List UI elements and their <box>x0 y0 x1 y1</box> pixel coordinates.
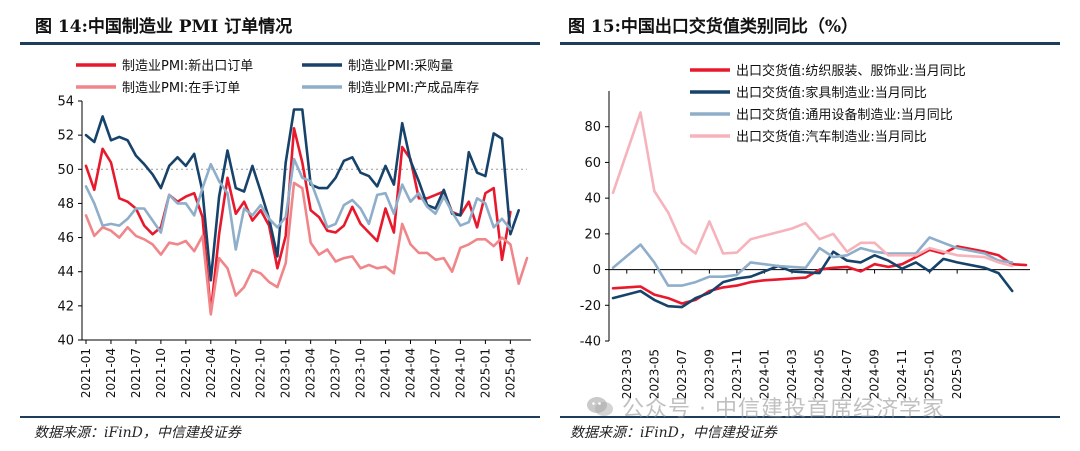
x-tick-label: 2021-07 <box>129 348 143 398</box>
y-tick-label: 46 <box>57 231 74 246</box>
x-tick-label: 2024-10 <box>453 348 467 398</box>
x-tick-label: 2023-03 <box>620 349 634 399</box>
x-tick-label: 2025-01 <box>478 348 492 398</box>
x-tick-label: 2022-04 <box>204 348 218 398</box>
x-tick-label: 2023-10 <box>354 348 368 398</box>
legend-label: 制造业PMI:在手订单 <box>122 81 240 96</box>
series-line-1 <box>84 127 512 314</box>
x-tick-label: 2022-07 <box>229 348 243 398</box>
x-tick-label: 2025-03 <box>950 349 964 399</box>
x-tick-label: 2024-11 <box>895 349 909 399</box>
x-tick-label: 2022-10 <box>254 348 268 398</box>
export-value-panel: 图 15:中国出口交货值类别同比（%） -40 -20 0 20 40 60 80 2023-… <box>560 0 1080 451</box>
x-tick-label: 2023-09 <box>702 349 716 399</box>
x-tick-label: 2024-03 <box>785 349 799 399</box>
y-tick-label: 40 <box>584 192 601 207</box>
x-tick-label: 2024-05 <box>813 349 827 399</box>
series-line-2 <box>84 108 520 282</box>
y-tick-label: 40 <box>57 334 74 349</box>
x-tick-label: 2023-01 <box>279 348 293 398</box>
y-tick-label: 52 <box>57 129 74 144</box>
wechat-icon <box>587 397 613 416</box>
y-tick-label: 50 <box>57 163 74 178</box>
y-tick-label: 60 <box>584 156 601 171</box>
x-tick-label: 2024-04 <box>404 348 418 398</box>
legend-label: 出口交货值:纺织服装、服饰业:当月同比 <box>736 63 966 79</box>
x-tick-label: 2025-01 <box>923 349 937 399</box>
x-tick-label: 2023-07 <box>329 348 343 398</box>
pmi-orders-panel: 图 14:中国制造业 PMI 订单情况 40 42 44 46 48 50 52 54 2021… <box>20 17 540 441</box>
x-tick-label: 2024-07 <box>428 348 442 398</box>
x-tick-label: 2023-07 <box>675 349 689 399</box>
chart-title: 图 14:中国制造业 PMI 订单情况 <box>35 17 293 37</box>
x-tick-label: 2021-10 <box>154 348 168 398</box>
title-rule <box>20 42 540 45</box>
series-line-4 <box>84 157 512 251</box>
source-note: 数据来源：iFinD，中信建投证券 <box>34 425 241 441</box>
x-tick-label: 2025-04 <box>503 348 517 398</box>
x-tick-label: 2022-01 <box>179 348 193 398</box>
series-line-3 <box>611 236 1014 287</box>
y-tick-label: 42 <box>57 299 74 314</box>
legend-label: 出口交货值:汽车制造业:当月同比 <box>736 129 927 145</box>
watermark: 公众号 · 中信建投首席经济学家 <box>586 392 1056 422</box>
pmi-orders-chart: 40 42 44 46 48 50 52 54 2021-01 2021-04 2021-07 202… <box>57 58 531 398</box>
x-tick-label: 2021-04 <box>104 348 118 398</box>
x-tick-label: 2024-01 <box>379 348 393 398</box>
x-tick-label: 2021-01 <box>79 348 93 398</box>
title-rule <box>560 42 1060 45</box>
x-tick-label: 2024-01 <box>757 349 771 399</box>
legend-label: 制造业PMI:采购量 <box>348 58 453 74</box>
legend-label: 出口交货值:通用设备制造业:当月同比 <box>736 107 953 123</box>
y-tick-label: 0 <box>593 263 601 278</box>
series-line-2 <box>611 250 1014 309</box>
y-tick-label: -20 <box>580 299 601 314</box>
source-note: 数据来源：iFinD，中信建投证券 <box>570 425 777 441</box>
legend-label: 制造业PMI:新出口订单 <box>122 58 253 74</box>
y-tick-label: 80 <box>584 120 601 135</box>
export-value-chart: -40 -20 0 20 40 60 80 2023-03 2023-05 2023-07 2023… <box>580 63 1030 399</box>
x-tick-label: 2024-07 <box>840 349 854 399</box>
source-rule <box>560 416 1060 418</box>
x-tick-label: 2023-04 <box>304 348 318 398</box>
x-tick-label: 2023-11 <box>730 349 744 399</box>
watermark-text: 公众号 · 中信建投首席经济学家 <box>622 397 945 422</box>
series-line-4 <box>611 111 1014 268</box>
series-line-3 <box>84 181 529 316</box>
y-tick-label: -40 <box>580 335 601 350</box>
y-tick-label: 48 <box>57 197 74 212</box>
y-tick-label: 54 <box>57 95 74 110</box>
x-tick-label: 2024-09 <box>868 349 882 399</box>
y-tick-label: 20 <box>584 227 601 242</box>
source-rule <box>20 416 540 418</box>
chart-title: 图 15:中国出口交货值类别同比（%） <box>568 17 859 37</box>
y-tick-label: 44 <box>57 265 74 280</box>
legend-label: 出口交货值:家具制造业:当月同比 <box>736 85 927 101</box>
legend-label: 制造业PMI:产成品库存 <box>348 80 479 96</box>
x-tick-label: 2023-05 <box>647 349 661 399</box>
